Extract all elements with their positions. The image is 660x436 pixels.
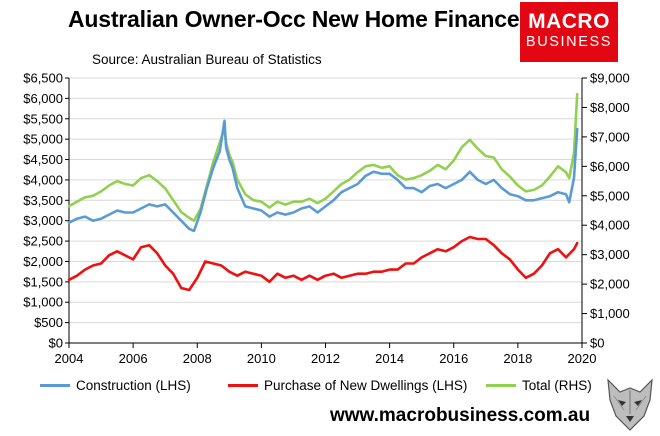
macrobusiness-logo: MACRO BUSINESS — [520, 2, 618, 62]
y-right-tick-label: $6,000 — [590, 159, 630, 174]
y-right-tick-label: $3,000 — [590, 247, 630, 262]
legend-label-purchase: Purchase of New Dwellings (LHS) — [264, 378, 468, 393]
y-left-tick-label: $0 — [49, 336, 63, 351]
y-left-tick-label: $500 — [34, 315, 63, 330]
x-tick-label: 2018 — [503, 351, 532, 366]
y-left-tick-label: $4,500 — [23, 152, 63, 167]
x-tick-label: 2020 — [568, 351, 597, 366]
chart-title: Australian Owner-Occ New Home Finance — [68, 6, 520, 32]
y-right-tick-label: $2,000 — [590, 277, 630, 292]
x-tick-label: 2016 — [439, 351, 468, 366]
y-right-tick-label: $1,000 — [590, 306, 630, 321]
chart-source: Source: Australian Bureau of Statistics — [92, 52, 322, 67]
legend-item-purchase: Purchase of New Dwellings (LHS) — [228, 378, 467, 393]
legend-label-total: Total (RHS) — [522, 378, 592, 393]
x-tick-label: 2012 — [311, 351, 340, 366]
y-left-tick-label: $6,000 — [23, 91, 63, 106]
x-tick-label: 2006 — [119, 351, 148, 366]
x-tick-label: 2014 — [375, 351, 404, 366]
legend-item-total: Total (RHS) — [486, 378, 592, 393]
y-right-tick-label: $8,000 — [590, 100, 630, 115]
legend-swatch-construction — [40, 383, 70, 387]
legend-label-construction: Construction (LHS) — [76, 378, 191, 393]
logo-line2: BUSINESS — [525, 34, 613, 50]
legend-swatch-total — [486, 383, 516, 387]
y-right-tick-label: $0 — [590, 336, 604, 351]
legend-swatch-purchase — [228, 383, 258, 387]
y-left-tick-label: $2,500 — [23, 234, 63, 249]
series-line-total — [67, 92, 579, 223]
x-tick-label: 2010 — [247, 351, 276, 366]
y-left-tick-label: $3,500 — [23, 193, 63, 208]
y-right-tick-label: $7,000 — [590, 129, 630, 144]
y-left-tick-label: $4,000 — [23, 172, 63, 187]
y-left-tick-label: $5,000 — [23, 132, 63, 147]
y-left-tick-label: $1,500 — [23, 274, 63, 289]
x-tick-label: 2008 — [183, 351, 212, 366]
y-right-tick-label: $9,000 — [590, 71, 630, 86]
y-left-tick-label: $5,500 — [23, 111, 63, 126]
y-left-tick-label: $3,000 — [23, 213, 63, 228]
wolf-logo-icon — [607, 378, 653, 431]
footer-url: www.macrobusiness.com.au — [330, 405, 591, 426]
x-tick-label: 2004 — [55, 351, 84, 366]
y-right-tick-label: $4,000 — [590, 218, 630, 233]
y-right-tick-label: $5,000 — [590, 188, 630, 203]
y-left-tick-label: $6,500 — [23, 71, 63, 86]
y-left-tick-label: $1,000 — [23, 295, 63, 310]
series-line-purchase — [67, 235, 579, 292]
legend-item-construction: Construction (LHS) — [40, 378, 191, 393]
logo-line1: MACRO — [528, 10, 610, 33]
y-left-tick-label: $2,000 — [23, 254, 63, 269]
series-line-construction — [67, 119, 579, 233]
line-chart: $0 $500 $1,000 $1,500 $2,000 $2,500 $3,000 $3,5… — [23, 71, 630, 367]
